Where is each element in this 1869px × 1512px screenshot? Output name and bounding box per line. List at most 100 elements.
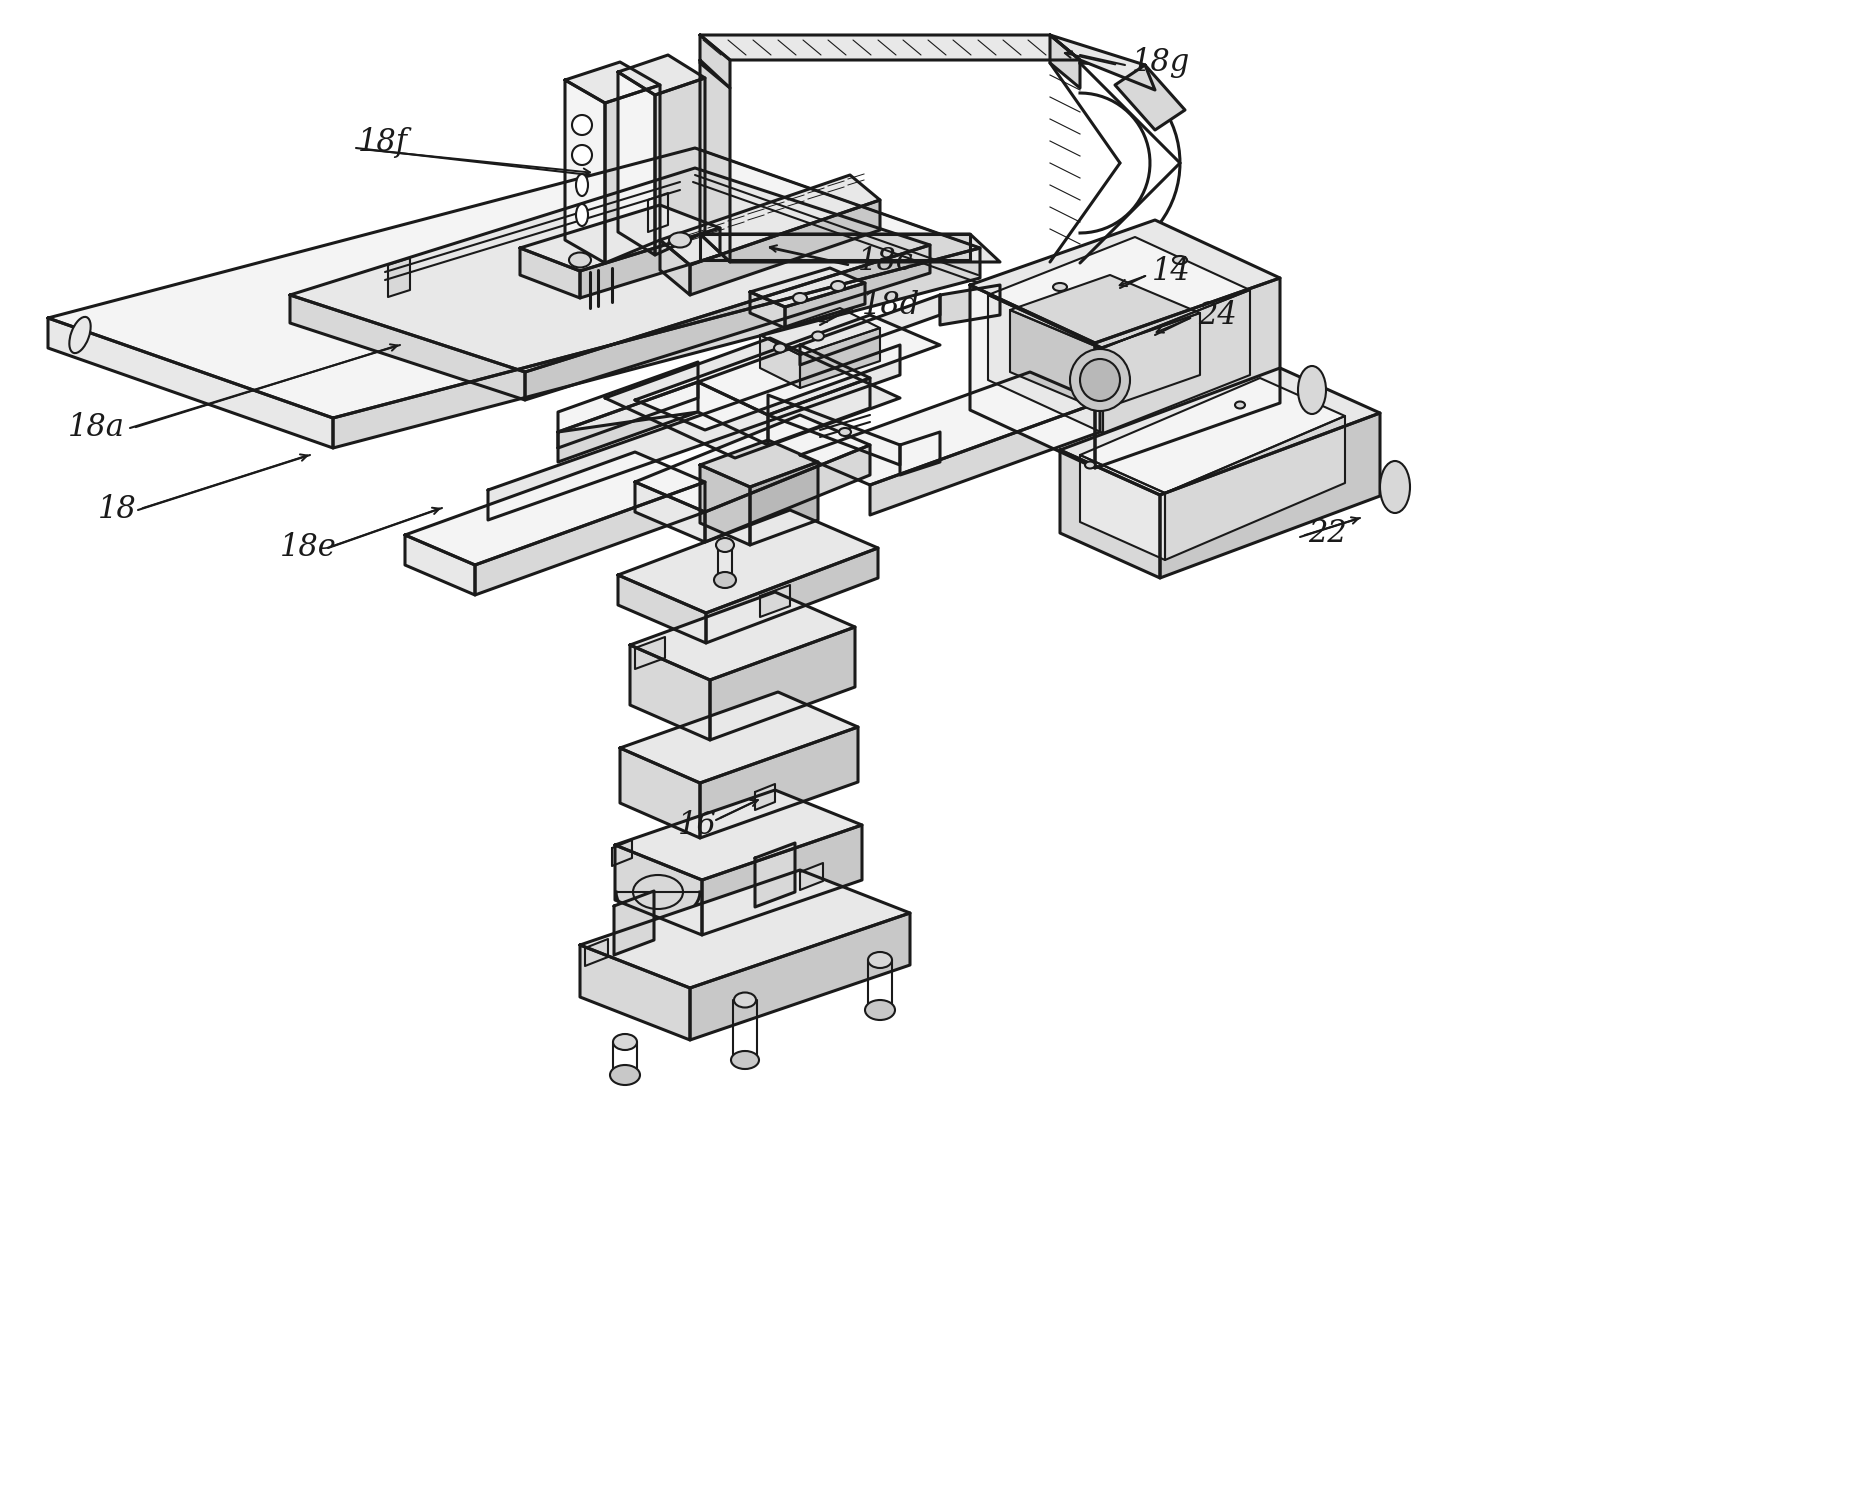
Polygon shape [970,284,1095,469]
Polygon shape [635,482,705,541]
Polygon shape [690,200,880,295]
Polygon shape [1009,310,1101,410]
Ellipse shape [576,204,589,225]
Text: 24: 24 [1198,299,1237,331]
Ellipse shape [609,1064,639,1086]
Text: 18e: 18e [280,532,336,564]
Ellipse shape [572,145,592,165]
Polygon shape [1060,451,1161,578]
Ellipse shape [1069,349,1131,411]
Ellipse shape [1080,358,1120,401]
Text: 16: 16 [678,809,716,841]
Text: 18: 18 [97,494,136,526]
Text: 18d: 18d [862,289,920,321]
Polygon shape [690,913,910,1040]
Polygon shape [660,175,880,265]
Ellipse shape [731,1051,759,1069]
Ellipse shape [572,115,592,135]
Polygon shape [785,283,865,328]
Polygon shape [749,463,819,544]
Ellipse shape [865,999,895,1021]
Polygon shape [768,378,869,445]
Polygon shape [564,80,606,263]
Polygon shape [615,891,654,956]
Polygon shape [755,844,794,907]
Polygon shape [701,466,749,544]
Polygon shape [619,54,705,95]
Text: 18c: 18c [858,246,914,278]
Polygon shape [615,845,703,934]
Polygon shape [989,295,1103,432]
Ellipse shape [735,992,755,1007]
Polygon shape [989,237,1250,348]
Polygon shape [611,841,632,866]
Polygon shape [619,73,654,256]
Polygon shape [701,234,1000,262]
Polygon shape [761,308,880,355]
Ellipse shape [1297,366,1325,414]
Ellipse shape [839,428,850,435]
Polygon shape [1050,35,1080,88]
Polygon shape [697,345,869,414]
Polygon shape [49,148,979,417]
Polygon shape [800,372,1101,485]
Polygon shape [619,510,878,612]
Polygon shape [520,248,579,298]
Polygon shape [621,692,858,783]
Polygon shape [333,248,979,448]
Polygon shape [615,789,862,880]
Text: 22: 22 [1308,517,1348,549]
Polygon shape [800,863,822,891]
Polygon shape [290,168,931,372]
Ellipse shape [1235,402,1245,408]
Polygon shape [619,575,706,643]
Polygon shape [564,62,660,103]
Polygon shape [1164,416,1346,559]
Polygon shape [705,445,869,541]
Polygon shape [1060,367,1379,494]
Polygon shape [488,345,901,520]
Polygon shape [1101,313,1200,410]
Ellipse shape [811,331,824,340]
Polygon shape [710,627,854,739]
Polygon shape [559,361,697,432]
Polygon shape [697,383,768,445]
Ellipse shape [1379,461,1409,513]
Polygon shape [406,535,475,596]
Ellipse shape [568,253,591,268]
Polygon shape [1080,378,1346,493]
Polygon shape [585,939,607,966]
Polygon shape [970,221,1280,343]
Polygon shape [761,585,791,617]
Polygon shape [606,339,901,458]
Ellipse shape [716,538,735,552]
Polygon shape [703,826,862,934]
Polygon shape [1116,65,1185,130]
Polygon shape [1080,455,1164,559]
Ellipse shape [669,233,692,248]
Polygon shape [579,228,720,298]
Polygon shape [49,318,333,448]
Text: 14: 14 [1151,257,1191,287]
Polygon shape [1095,278,1280,469]
Polygon shape [1161,413,1379,578]
Polygon shape [701,35,731,88]
Polygon shape [749,268,865,307]
Polygon shape [290,295,525,401]
Polygon shape [630,646,710,739]
Polygon shape [755,785,776,810]
Polygon shape [800,295,940,364]
Polygon shape [800,328,880,389]
Polygon shape [525,245,931,401]
Polygon shape [761,336,800,389]
Polygon shape [869,402,1101,516]
Polygon shape [701,440,819,487]
Ellipse shape [69,318,92,354]
Ellipse shape [714,572,736,588]
Polygon shape [706,547,878,643]
Polygon shape [1050,35,1155,91]
Polygon shape [606,85,660,263]
Ellipse shape [774,343,787,352]
Polygon shape [389,259,409,296]
Polygon shape [701,727,858,838]
